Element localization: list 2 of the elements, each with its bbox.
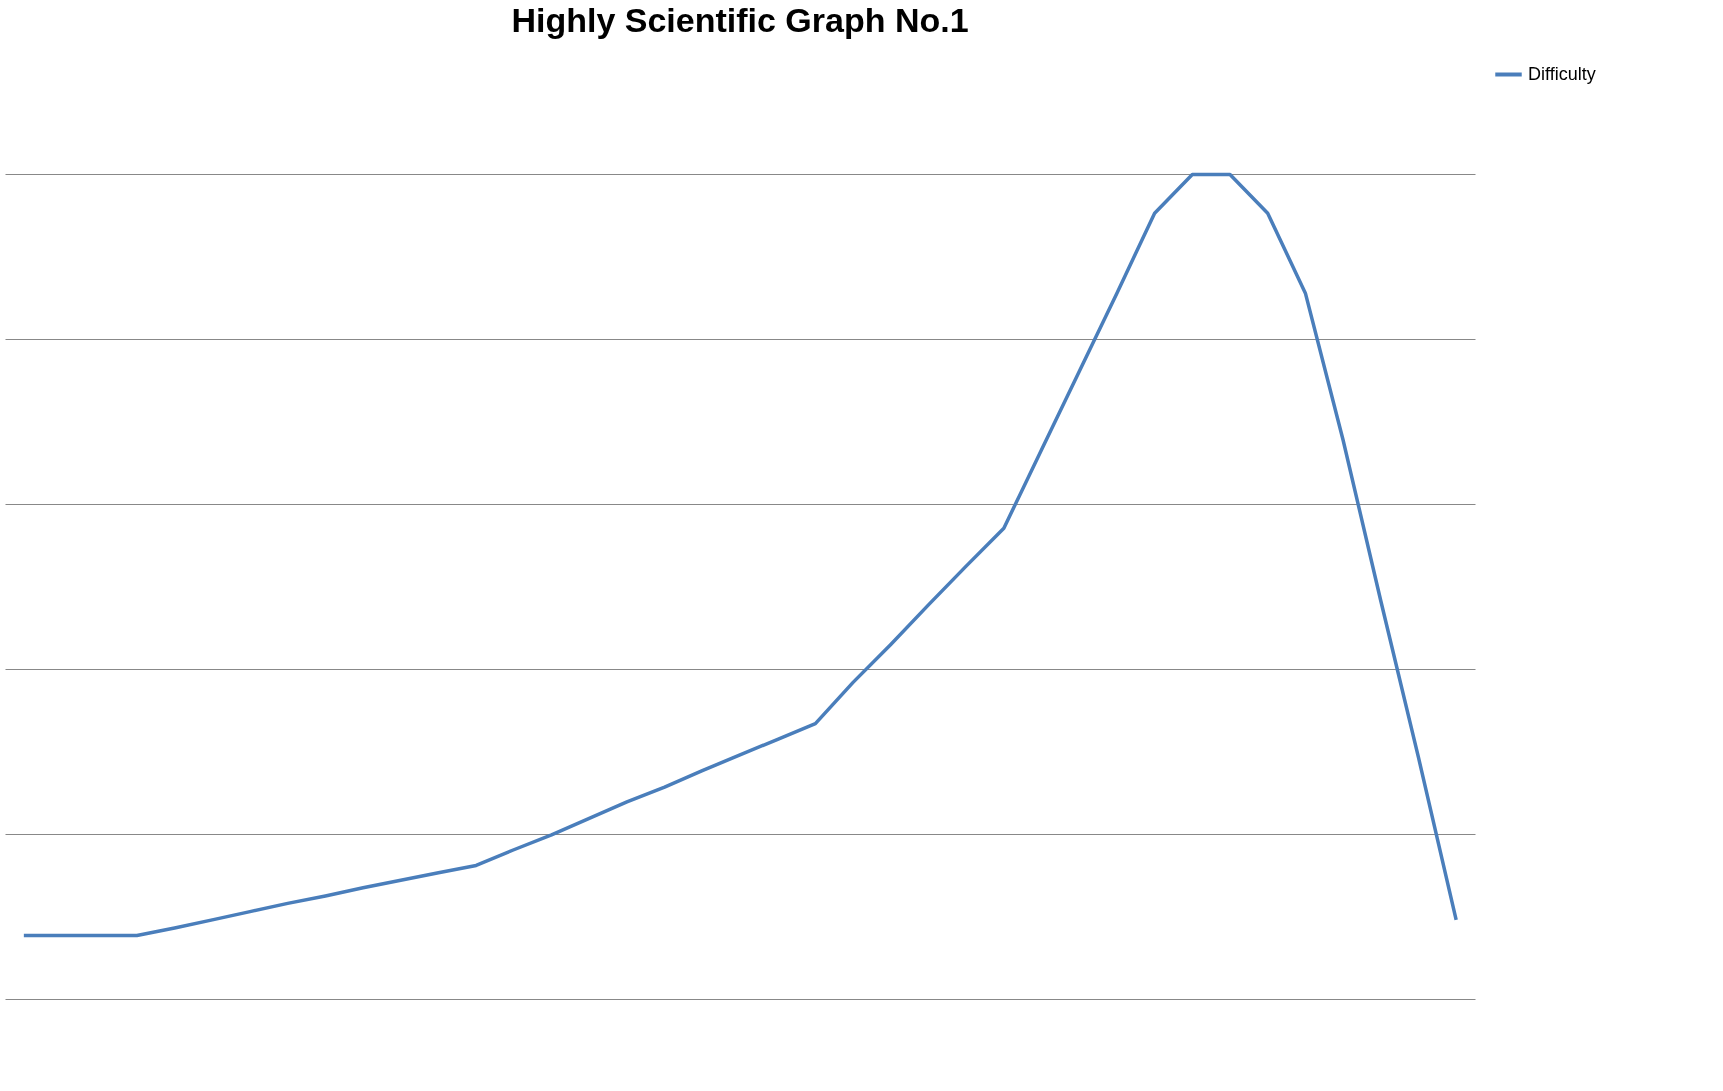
legend-label: Difficulty <box>1528 63 1596 84</box>
chart-title: Highly Scientific Graph No.1 <box>511 1 969 39</box>
